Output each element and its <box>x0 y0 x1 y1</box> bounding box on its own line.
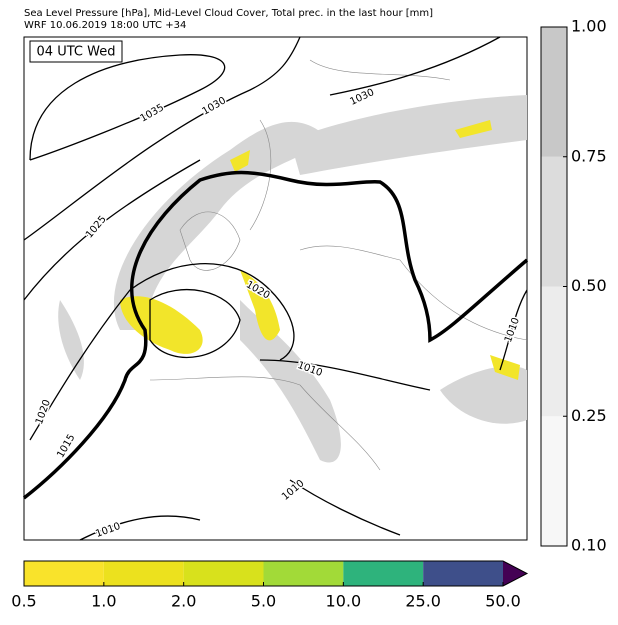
colorbar-segment <box>541 156 567 287</box>
colorbar-segment <box>541 416 567 546</box>
colorbar-segment <box>183 561 264 586</box>
time-label: 04 UTC Wed <box>37 45 116 60</box>
isobar <box>79 359 431 541</box>
precip-area <box>490 355 520 380</box>
colorbar-tick-label: 10.0 <box>326 592 362 611</box>
precip-area <box>455 120 492 138</box>
cloud-area <box>290 95 527 175</box>
colorbar-tick-label: 0.5 <box>11 592 36 611</box>
coastlines <box>149 59 528 471</box>
precip-area <box>240 270 280 341</box>
coastline <box>149 59 528 471</box>
colorbar-segment <box>423 561 503 586</box>
isobar <box>23 36 301 241</box>
colorbar-segment <box>103 561 184 586</box>
colorbar-segment <box>343 561 424 586</box>
colorbar-tick-label: 1.00 <box>571 17 607 36</box>
isobar <box>29 54 226 161</box>
time-box <box>29 40 123 63</box>
colorbar-segment <box>24 561 104 586</box>
colorbar-segment <box>541 27 567 157</box>
colorbar-tick-label: 50.0 <box>485 592 521 611</box>
coastline <box>179 211 241 271</box>
colorbar-tick-label: 2.0 <box>171 592 196 611</box>
isobar <box>499 289 528 371</box>
colorbar-frame <box>23 560 529 587</box>
colorbar-tick-label: 0.10 <box>571 536 607 555</box>
precip-colorbar: 0.5 1.0 2.0 5.0 10.0 25.0 50.0 <box>11 560 529 611</box>
colorbar-tick-label: 25.0 <box>405 592 441 611</box>
precip-area <box>230 150 250 172</box>
isobar <box>23 36 501 301</box>
isobars <box>23 36 528 541</box>
cloud-area <box>440 366 527 424</box>
isobar <box>149 288 241 359</box>
colorbar-tick-label: 0.75 <box>571 146 607 165</box>
colorbar-tick-label: 5.0 <box>251 592 276 611</box>
bold-isobar <box>22 170 529 500</box>
isobar <box>29 262 295 441</box>
title: Sea Level Pressure [hPa], Mid-Level Clou… <box>24 8 433 19</box>
colorbar-tick-label: 1.0 <box>91 592 116 611</box>
cloud-colorbar: 0.10 0.25 0.50 0.75 1.00 <box>540 17 607 555</box>
map-area: 04 UTC Wed 1035 1030 103010251020102010151… <box>22 36 529 541</box>
colorbar-tick-label: 0.25 <box>571 406 607 425</box>
colorbar-tick-label: 0.50 <box>571 276 607 295</box>
cloud-area <box>58 300 84 380</box>
colorbar-segment <box>541 286 567 417</box>
colorbar-extend <box>503 561 527 586</box>
subtitle: WRF 10.06.2019 18:00 UTC +34 <box>24 20 186 31</box>
precip-area <box>120 296 203 354</box>
cloud-area <box>240 300 341 463</box>
precip-fields <box>120 120 520 380</box>
colorbar-segment <box>263 561 344 586</box>
